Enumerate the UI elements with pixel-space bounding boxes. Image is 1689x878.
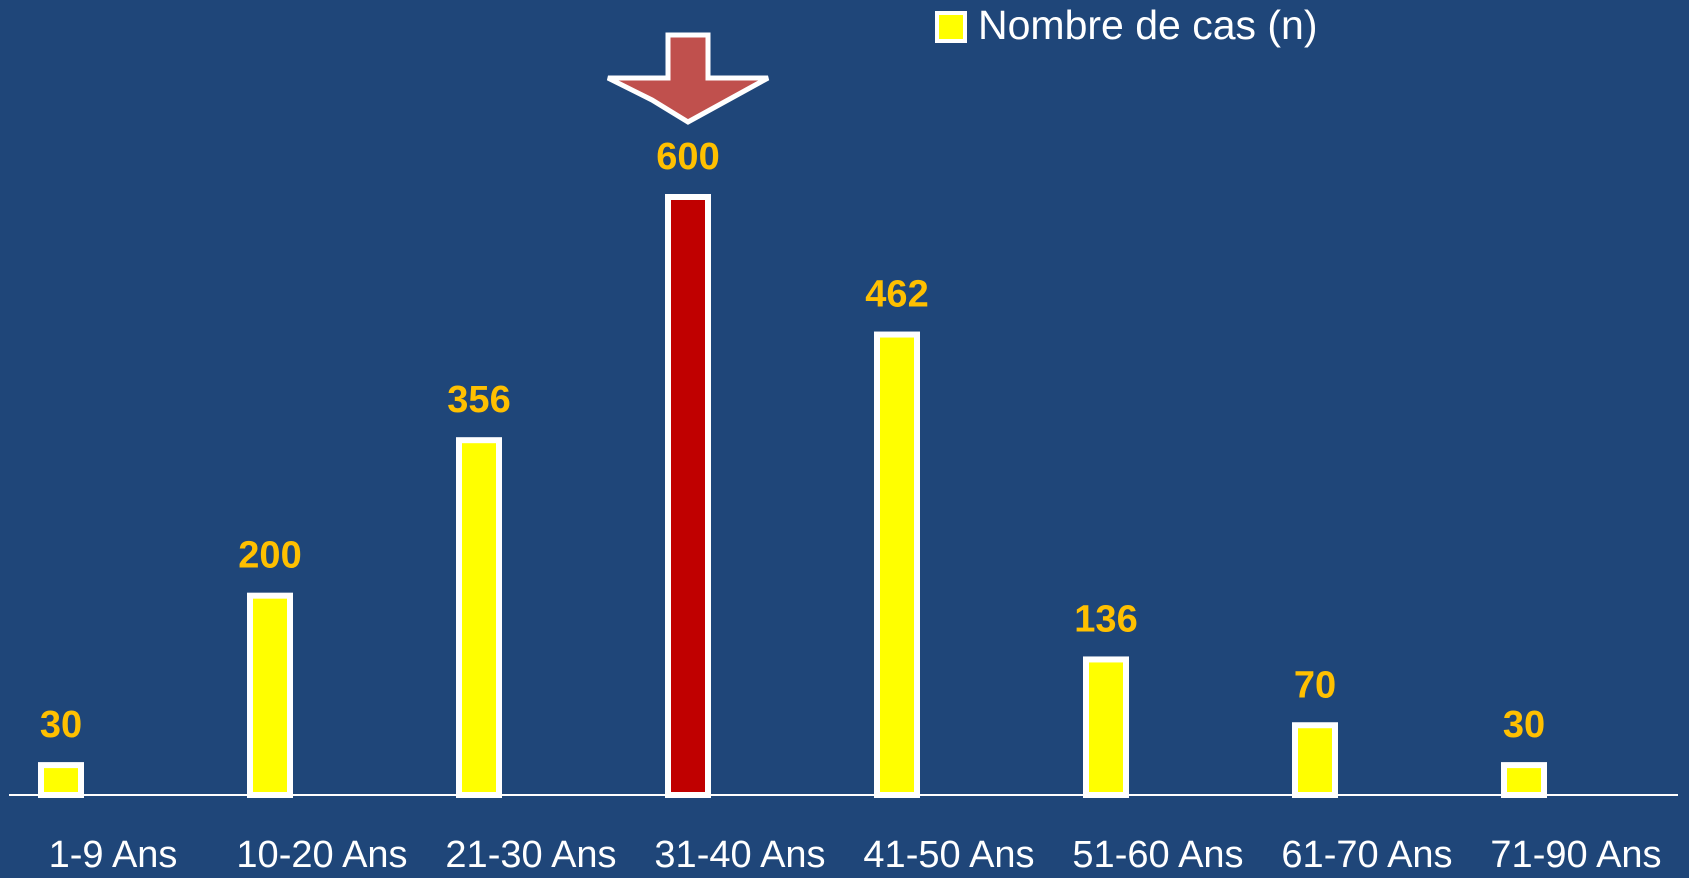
bar xyxy=(247,592,293,799)
bar xyxy=(38,762,84,798)
highlight-arrow xyxy=(606,32,770,125)
value-label: 30 xyxy=(40,704,82,746)
value-label: 600 xyxy=(656,136,719,178)
x-tick-label: 10-20 Ans xyxy=(236,834,407,876)
legend-label: Nombre de cas (n) xyxy=(978,2,1318,48)
x-tick-label: 1-9 Ans xyxy=(49,834,178,876)
value-label: 462 xyxy=(865,274,928,316)
x-tick-label: 61-70 Ans xyxy=(1281,834,1452,876)
value-label: 356 xyxy=(447,379,510,421)
bar xyxy=(456,437,502,798)
value-label: 200 xyxy=(238,535,301,577)
x-tick-label: 21-30 Ans xyxy=(445,834,616,876)
bar xyxy=(1501,762,1547,798)
x-tick-label: 51-60 Ans xyxy=(1072,834,1243,876)
legend-swatch xyxy=(935,11,967,43)
x-tick-label: 41-50 Ans xyxy=(863,834,1034,876)
value-label: 30 xyxy=(1503,704,1545,746)
x-tick-label: 71-90 Ans xyxy=(1490,834,1661,876)
x-tick-label: 31-40 Ans xyxy=(654,834,825,876)
bar xyxy=(1292,722,1338,799)
value-label: 70 xyxy=(1294,664,1336,706)
bar xyxy=(665,194,711,798)
bar xyxy=(1083,656,1129,798)
value-label: 136 xyxy=(1074,598,1137,640)
bar xyxy=(874,331,920,798)
